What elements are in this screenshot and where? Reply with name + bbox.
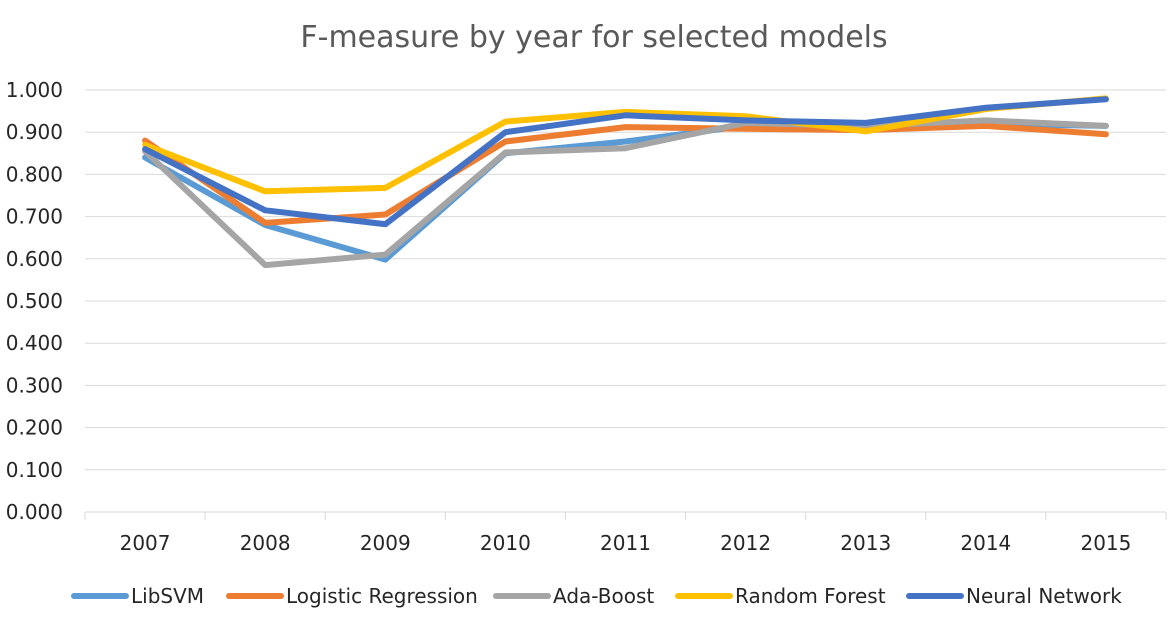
x-tick-label: 2012 [720,531,771,555]
x-tick-label: 2010 [480,531,531,555]
legend-item-neural-network: Neural Network [906,584,1122,608]
chart-title: F-measure by year for selected models [300,20,887,55]
y-tick-label: 0.000 [6,500,63,524]
y-tick-label: 0.900 [6,120,63,144]
legend-item-libsvm: LibSVM [71,584,204,608]
x-tick-label: 2013 [840,531,891,555]
y-axis-tick-labels: 0.000 0.100 0.200 0.300 0.400 0.500 0.600 0.700… [6,78,63,524]
y-tick-label: 0.800 [6,162,63,186]
x-tick-label: 2015 [1080,531,1131,555]
x-tick-label: 2009 [360,531,411,555]
y-tick-label: 0.100 [6,458,63,482]
legend-label: Random Forest [735,584,886,608]
legend-item-logistic-regression: Logistic Regression [226,584,478,608]
legend-item-random-forest: Random Forest [675,584,886,608]
legend-item-ada-boost: Ada-Boost [493,584,654,608]
y-tick-label: 0.200 [6,416,63,440]
y-tick-label: 1.000 [6,78,63,102]
legend-label: Logistic Regression [286,584,478,608]
x-tick-label: 2011 [600,531,651,555]
gridlines [85,89,1166,471]
x-axis: 2007 2008 2009 2010 2011 2012 2013 2014 2015 [84,511,1167,555]
series-line-neural-network [142,96,1109,228]
series-line-ada-boost [142,117,1109,269]
y-tick-label: 0.700 [6,205,63,229]
legend-label: Neural Network [966,584,1122,608]
x-tick-label: 2014 [960,531,1011,555]
legend-label: LibSVM [131,584,204,608]
y-tick-label: 0.600 [6,247,63,271]
series-line-random-forest [142,95,1109,195]
series-line-logistic-regression [142,122,1109,226]
series-lines [142,95,1109,269]
y-tick-label: 0.500 [6,289,63,313]
legend-label: Ada-Boost [553,584,654,608]
legend: LibSVM Logistic Regression Ada-Boost Random… [71,584,1122,608]
y-tick-label: 0.300 [6,373,63,397]
x-tick-label: 2008 [240,531,291,555]
y-tick-label: 0.400 [6,331,63,355]
x-tick-label: 2007 [120,531,171,555]
